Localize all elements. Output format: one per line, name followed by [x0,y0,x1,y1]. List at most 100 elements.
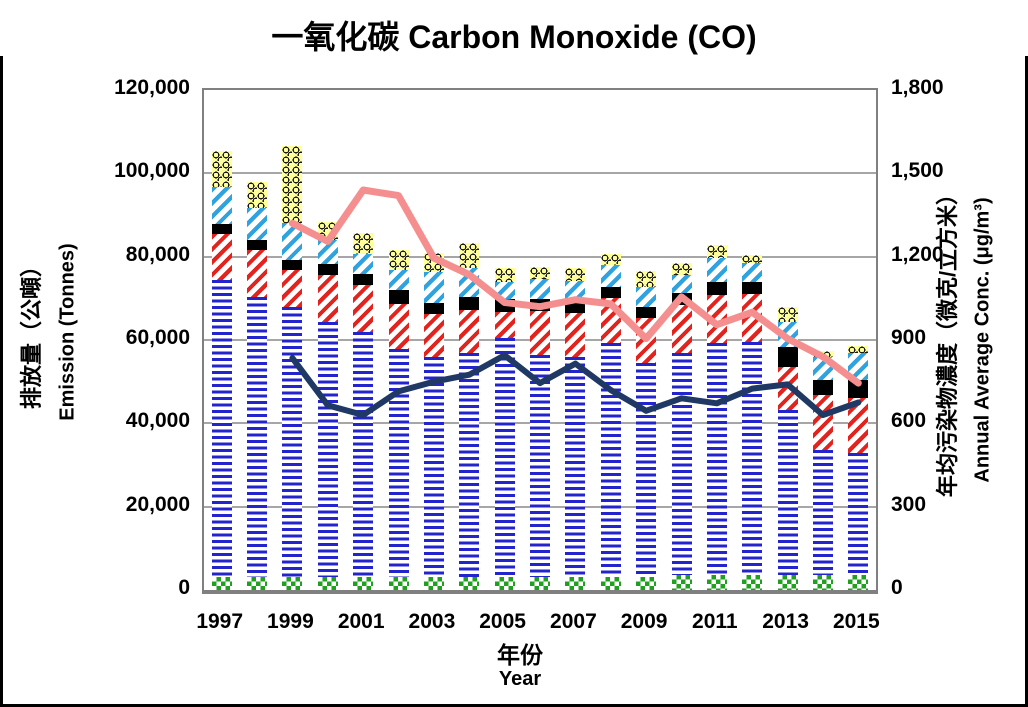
bar-2010-blue-hstripe-segment [671,353,692,576]
bar-2001-red-diagonal-segment [353,285,374,333]
bar-2005-yellow-net-segment [494,267,515,283]
left-axis-tick-60,000: 60,000 [125,326,190,349]
right-axis-tick-1,800: 1,800 [891,76,944,99]
bar-2004-blue-hstripe-segment [459,353,480,577]
bar-2009-black-solid-segment [636,306,657,319]
left-axis-title-zh: 排放量（公噸） [19,254,44,410]
bar-2005-red-diagonal-segment [494,311,515,339]
left-axis-tick-120,000: 120,000 [114,76,190,99]
bar-2001-black-solid-segment [353,274,374,286]
bar-2006-blue-hstripe-segment [530,355,550,577]
bar-2001-blue-hstripe-segment [353,332,374,577]
bar-1999-red-diagonal-segment [282,270,303,307]
bar-2013-blue-hstripe-segment [777,410,798,576]
bar-1998-green-checker-segment [247,576,268,590]
bar-1999-yellow-net-segment [282,146,303,224]
bar-2013-yellow-net-segment [777,307,798,323]
bar-2011-cyan-diagonal-segment [706,258,727,282]
bar-2006-cyan-diagonal-segment [530,278,550,300]
bar-2015-yellow-net-segment [848,346,869,354]
bar-2014-green-checker-segment [812,575,833,590]
bar-2015-green-checker-segment [848,575,869,590]
bar-1997-red-diagonal-segment [211,234,232,280]
left-axis-title-en: Emission (Tonnes) [56,243,79,421]
bar-2002-red-diagonal-segment [388,303,409,349]
x-axis-title-zh: 年份 [497,642,543,668]
bar-2003-black-solid-segment [423,303,444,315]
right-axis-tick-300: 300 [891,492,927,516]
right-axis-tick-1,200: 1,200 [891,242,944,266]
bar-1998-red-diagonal-segment [247,250,268,297]
bar-2015-black-solid-segment [848,380,869,399]
bar-2015-blue-hstripe-segment [848,453,869,576]
bar-1997-cyan-diagonal-segment [211,187,232,225]
x-axis-tick-2015: 2015 [832,610,880,633]
bar-2007-red-diagonal-segment [565,313,586,357]
bar-2013-black-solid-segment [777,347,798,368]
left-axis-tick-80,000: 80,000 [125,242,190,266]
bar-2012-yellow-net-segment [742,255,763,264]
plot-area [202,88,878,594]
bar-1997-green-checker-segment [211,576,232,590]
bar-2014-black-solid-segment [812,380,833,396]
x-axis-tick-2003: 2003 [408,610,456,633]
bar-2005-green-checker-segment [494,576,515,590]
bar-1999-black-solid-segment [282,260,303,270]
bar-2010-green-checker-segment [671,575,692,590]
bar-2003-blue-hstripe-segment [423,356,444,577]
bar-2011-black-solid-segment [706,281,727,295]
bar-2015-red-diagonal-segment [848,398,869,454]
bar-2011-green-checker-segment [706,575,727,590]
bar-2012-green-checker-segment [742,575,763,590]
bar-2004-yellow-net-segment [459,242,480,269]
gridline-100,000 [204,172,876,175]
bar-2004-red-diagonal-segment [459,310,480,354]
bar-2001-cyan-diagonal-segment [353,253,374,275]
bar-2009-green-checker-segment [636,576,657,590]
x-axis-tick-1997: 1997 [196,610,244,633]
bar-2012-black-solid-segment [742,282,763,294]
bar-2012-cyan-diagonal-segment [742,263,763,283]
right-axis-tick-600: 600 [891,409,927,433]
bar-2009-yellow-net-segment [636,271,657,287]
left-axis-tick-40,000: 40,000 [125,409,190,433]
bar-2000-red-diagonal-segment [317,275,338,323]
bar-2008-blue-hstripe-segment [600,343,621,577]
left-axis-tick-0: 0 [178,576,190,599]
bar-2010-red-diagonal-segment [671,305,692,354]
bar-2007-black-solid-segment [565,301,586,314]
x-axis-tick-2009: 2009 [620,610,668,633]
x-axis-tick-2013: 2013 [762,610,809,633]
bar-2004-black-solid-segment [459,296,480,310]
bar-2013-green-checker-segment [777,575,798,590]
x-axis-tick-1999: 1999 [267,610,314,633]
bar-2006-yellow-net-segment [530,266,550,279]
bar-2012-red-diagonal-segment [742,293,763,342]
bar-2007-blue-hstripe-segment [565,356,586,577]
navy-line [289,352,862,418]
bar-2008-yellow-net-segment [600,253,621,265]
lines-svg [288,186,862,418]
right-axis-title-en: Annual Average Conc. (μg/m³) [971,197,994,483]
bar-2010-yellow-net-segment [671,263,692,275]
bar-1998-black-solid-segment [247,240,268,250]
bar-1999-cyan-diagonal-segment [282,223,303,260]
bar-2002-yellow-net-segment [388,250,409,271]
bar-2011-red-diagonal-segment [706,295,727,344]
bar-2000-blue-hstripe-segment [317,322,338,577]
bar-2002-green-checker-segment [388,576,409,590]
left-axis-tick-20,000: 20,000 [125,492,190,516]
bar-2002-cyan-diagonal-segment [388,270,409,291]
bar-2013-red-diagonal-segment [777,367,798,411]
bar-1998-blue-hstripe-segment [247,296,268,577]
bar-2007-yellow-net-segment [565,268,586,282]
bar-2000-green-checker-segment [317,576,338,590]
bar-2000-cyan-diagonal-segment [317,239,338,264]
x-axis-tick-2011: 2011 [692,610,738,633]
bar-2008-black-solid-segment [600,286,621,299]
page-title: 一氧化碳 Carbon Monoxide (CO) [271,19,757,55]
bar-2012-blue-hstripe-segment [742,341,763,576]
bar-1997-black-solid-segment [211,224,232,235]
bar-2007-green-checker-segment [565,576,586,590]
x-axis-tick-2005: 2005 [479,610,526,633]
